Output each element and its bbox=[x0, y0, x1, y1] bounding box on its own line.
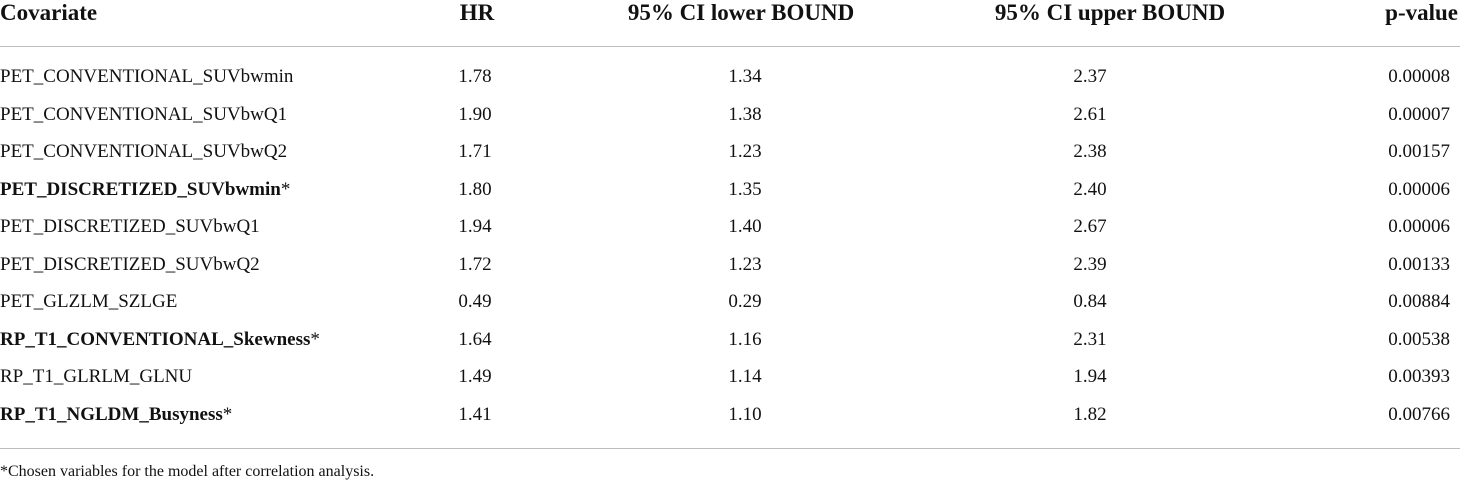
covariate-name: PET_DISCRETIZED_SUVbwQ1 bbox=[0, 216, 260, 237]
column-header: p-value bbox=[1385, 0, 1458, 25]
value-cell: 1.41 bbox=[458, 403, 492, 425]
footnote-marker: * bbox=[280, 178, 291, 200]
value-cell: 1.94 bbox=[1073, 366, 1107, 387]
value-cell: 1.16 bbox=[728, 328, 762, 350]
value-cell: 0.00006 bbox=[1388, 178, 1450, 200]
covariate-cell: RP_T1_CONVENTIONAL_Skewness* bbox=[0, 328, 420, 352]
value-cell: 0.00008 bbox=[1388, 66, 1450, 87]
value-cell: 1.34 bbox=[728, 66, 762, 87]
footnote-marker: * bbox=[310, 328, 320, 350]
value-cell: 0.00157 bbox=[1388, 141, 1450, 162]
value-cell: 0.00538 bbox=[1388, 328, 1450, 350]
column-header: Covariate bbox=[0, 0, 98, 25]
column-header: HR bbox=[459, 0, 495, 25]
footnote-marker: * bbox=[222, 403, 233, 425]
value-cell: 1.72 bbox=[458, 253, 492, 275]
covariate-name: RP_T1_GLRLM_GLNU bbox=[0, 366, 193, 387]
value-cell: 0.49 bbox=[458, 291, 492, 312]
value-cell: 1.71 bbox=[458, 141, 492, 162]
covariate-cell: RP_T1_NGLDM_Busyness* bbox=[0, 403, 420, 427]
covariate-cell: PET_DISCRETIZED_SUVbwmin* bbox=[0, 178, 420, 202]
column-header: 95% CI upper BOUND bbox=[994, 0, 1226, 25]
value-cell: 0.00884 bbox=[1388, 291, 1450, 312]
value-cell: 2.61 bbox=[1073, 103, 1107, 125]
covariate-cell: PET_CONVENTIONAL_SUVbwmin bbox=[0, 65, 420, 89]
value-cell: 1.78 bbox=[458, 66, 492, 87]
covariate-cell: PET_DISCRETIZED_SUVbwQ1 bbox=[0, 215, 420, 239]
value-cell: 1.38 bbox=[728, 103, 762, 125]
value-cell: 0.29 bbox=[728, 291, 762, 312]
value-cell: 1.49 bbox=[458, 366, 492, 387]
value-cell: 1.40 bbox=[728, 216, 762, 237]
value-cell: 0.84 bbox=[1073, 291, 1107, 312]
value-cell: 2.38 bbox=[1073, 141, 1107, 162]
value-cell: 1.23 bbox=[728, 253, 762, 275]
value-cell: 1.94 bbox=[458, 216, 492, 237]
covariate-name: PET_CONVENTIONAL_SUVbwmin bbox=[0, 66, 294, 87]
value-cell: 1.10 bbox=[728, 403, 762, 425]
value-cell: 1.23 bbox=[728, 141, 762, 162]
covariate-name: PET_DISCRETIZED_SUVbwQ2 bbox=[0, 253, 260, 275]
value-cell: 2.37 bbox=[1073, 66, 1107, 87]
value-cell: 1.14 bbox=[728, 366, 762, 387]
value-cell: 0.00393 bbox=[1388, 366, 1450, 387]
covariate-cell: PET_DISCRETIZED_SUVbwQ2 bbox=[0, 253, 420, 277]
value-cell: 2.67 bbox=[1073, 216, 1107, 237]
value-cell: 2.31 bbox=[1073, 328, 1107, 350]
header-rule bbox=[0, 46, 1460, 47]
covariate-name: PET_CONVENTIONAL_SUVbwQ1 bbox=[0, 103, 288, 125]
covariate-name: RP_T1_NGLDM_Busyness bbox=[0, 403, 223, 425]
value-cell: 0.00766 bbox=[1388, 403, 1450, 425]
footnote: *Chosen variables for the model after co… bbox=[0, 463, 375, 480]
value-cell: 2.39 bbox=[1073, 253, 1107, 275]
value-cell: 0.00006 bbox=[1388, 216, 1450, 237]
covariate-cell: PET_GLZLM_SZLGE bbox=[0, 290, 420, 314]
covariate-cell: PET_CONVENTIONAL_SUVbwQ1 bbox=[0, 103, 420, 127]
value-cell: 1.82 bbox=[1073, 403, 1107, 425]
value-cell: 1.35 bbox=[728, 178, 762, 200]
value-cell: 0.00007 bbox=[1388, 103, 1450, 125]
covariate-name: RP_T1_CONVENTIONAL_Skewness bbox=[0, 328, 311, 350]
covariate-name: PET_CONVENTIONAL_SUVbwQ2 bbox=[0, 141, 288, 162]
covariate-cell: PET_CONVENTIONAL_SUVbwQ2 bbox=[0, 140, 420, 164]
covariate-cell: RP_T1_GLRLM_GLNU bbox=[0, 365, 420, 389]
value-cell: 1.90 bbox=[458, 103, 492, 125]
column-header: 95% CI lower BOUND bbox=[627, 0, 855, 25]
value-cell: 2.40 bbox=[1073, 178, 1107, 200]
covariate-name: PET_GLZLM_SZLGE bbox=[0, 291, 178, 312]
value-cell: 1.64 bbox=[458, 328, 492, 350]
value-cell: 0.00133 bbox=[1388, 253, 1450, 275]
bottom-rule bbox=[0, 448, 1460, 449]
value-cell: 1.80 bbox=[458, 178, 492, 200]
covariate-name: PET_DISCRETIZED_SUVbwmin bbox=[0, 178, 281, 200]
